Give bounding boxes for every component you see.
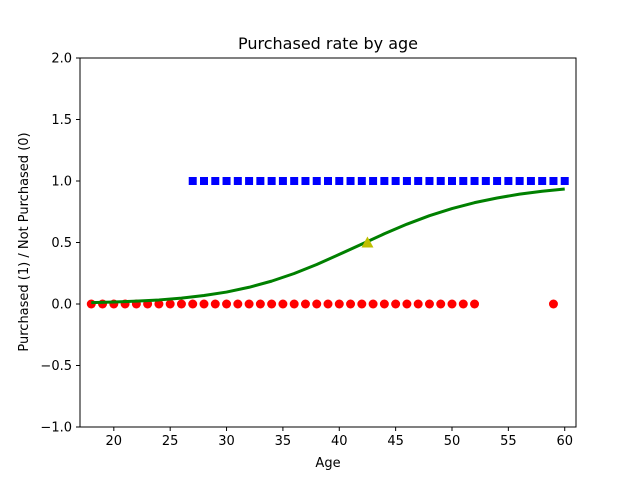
- data-point-square: [391, 177, 400, 185]
- data-point-square: [549, 177, 558, 185]
- data-point-circle: [447, 299, 457, 309]
- data-point-square: [402, 177, 411, 185]
- data-point-circle: [323, 299, 333, 309]
- x-tick-label: 55: [500, 434, 517, 449]
- x-tick-label: 35: [275, 434, 292, 449]
- data-point-square: [335, 177, 344, 185]
- data-point-square: [188, 177, 197, 185]
- data-point-square: [267, 177, 276, 185]
- data-point-square: [200, 177, 208, 185]
- data-point-square: [436, 177, 445, 185]
- y-axis: −1.0 −0.5 0.0 0.5 1.0 1.5 2.0: [40, 52, 80, 436]
- data-point-circle: [312, 299, 322, 309]
- x-tick-label: 60: [556, 434, 573, 449]
- data-point-circle: [222, 299, 232, 309]
- data-point-square: [414, 177, 423, 185]
- data-point-square: [448, 177, 456, 185]
- data-point-square: [256, 177, 265, 185]
- series-line: [91, 187, 565, 305]
- data-point-circle: [470, 299, 480, 309]
- data-point-square: [493, 177, 502, 185]
- data-point-circle: [391, 299, 401, 309]
- y-tick-label: 1.0: [51, 175, 72, 190]
- y-tick-label: 0.0: [51, 298, 72, 313]
- x-tick-label: 30: [218, 434, 235, 449]
- data-point-square: [369, 177, 378, 185]
- data-point-circle: [548, 299, 558, 309]
- data-point-square: [526, 177, 535, 185]
- data-point-square: [324, 177, 332, 185]
- data-point-square: [233, 177, 242, 185]
- data-point-circle: [199, 299, 209, 309]
- data-point-square: [459, 177, 468, 185]
- data-point-square: [222, 177, 231, 185]
- data-point-square: [560, 177, 569, 185]
- data-point-circle: [424, 299, 434, 309]
- data-point-triangle: [361, 236, 374, 248]
- x-tick-label: 25: [162, 434, 179, 449]
- data-point-square: [211, 177, 220, 185]
- data-point-circle: [402, 299, 412, 309]
- data-point-square: [425, 177, 434, 185]
- y-tick-label: −1.0: [40, 421, 72, 436]
- data-point-circle: [188, 299, 198, 309]
- data-point-square: [504, 177, 513, 185]
- data-point-circle: [379, 299, 389, 309]
- data-point-circle: [210, 299, 220, 309]
- data-point-square: [278, 177, 287, 185]
- data-point-square: [470, 177, 479, 185]
- data-point-circle: [278, 299, 288, 309]
- plot-area: [86, 177, 569, 309]
- chart-title: Purchased rate by age: [238, 34, 418, 53]
- x-axis: 20 25 30 35 40 45 50 55 60: [106, 427, 573, 449]
- data-point-square: [380, 177, 389, 185]
- x-tick-label: 45: [387, 434, 404, 449]
- data-point-square: [357, 177, 366, 185]
- x-tick-label: 50: [444, 434, 461, 449]
- data-point-circle: [165, 299, 175, 309]
- data-point-circle: [334, 299, 344, 309]
- data-point-circle: [357, 299, 367, 309]
- data-point-square: [538, 177, 547, 185]
- data-point-square: [312, 177, 321, 185]
- data-point-circle: [413, 299, 423, 309]
- data-point-circle: [244, 299, 254, 309]
- data-point-circle: [267, 299, 277, 309]
- data-point-circle: [458, 299, 468, 309]
- x-tick-label: 40: [331, 434, 348, 449]
- y-axis-label: Purchased (1) / Not Purchased (0): [17, 132, 32, 351]
- data-point-circle: [233, 299, 243, 309]
- data-point-circle: [289, 299, 299, 309]
- data-point-circle: [346, 299, 356, 309]
- data-point-circle: [154, 299, 164, 309]
- y-tick-label: 2.0: [51, 52, 72, 67]
- data-point-circle: [436, 299, 446, 309]
- x-tick-label: 20: [106, 434, 123, 449]
- data-point-square: [290, 177, 299, 185]
- data-point-circle: [176, 299, 186, 309]
- data-point-square: [481, 177, 490, 185]
- y-tick-label: 1.5: [51, 113, 72, 128]
- y-tick-label: −0.5: [40, 359, 72, 374]
- data-point-circle: [300, 299, 310, 309]
- data-point-square: [301, 177, 310, 185]
- data-point-circle: [368, 299, 378, 309]
- data-point-square: [346, 177, 355, 185]
- y-tick-label: 0.5: [51, 236, 72, 251]
- x-axis-label: Age: [315, 456, 340, 471]
- data-point-circle: [255, 299, 265, 309]
- data-point-square: [245, 177, 254, 185]
- data-point-square: [515, 177, 524, 185]
